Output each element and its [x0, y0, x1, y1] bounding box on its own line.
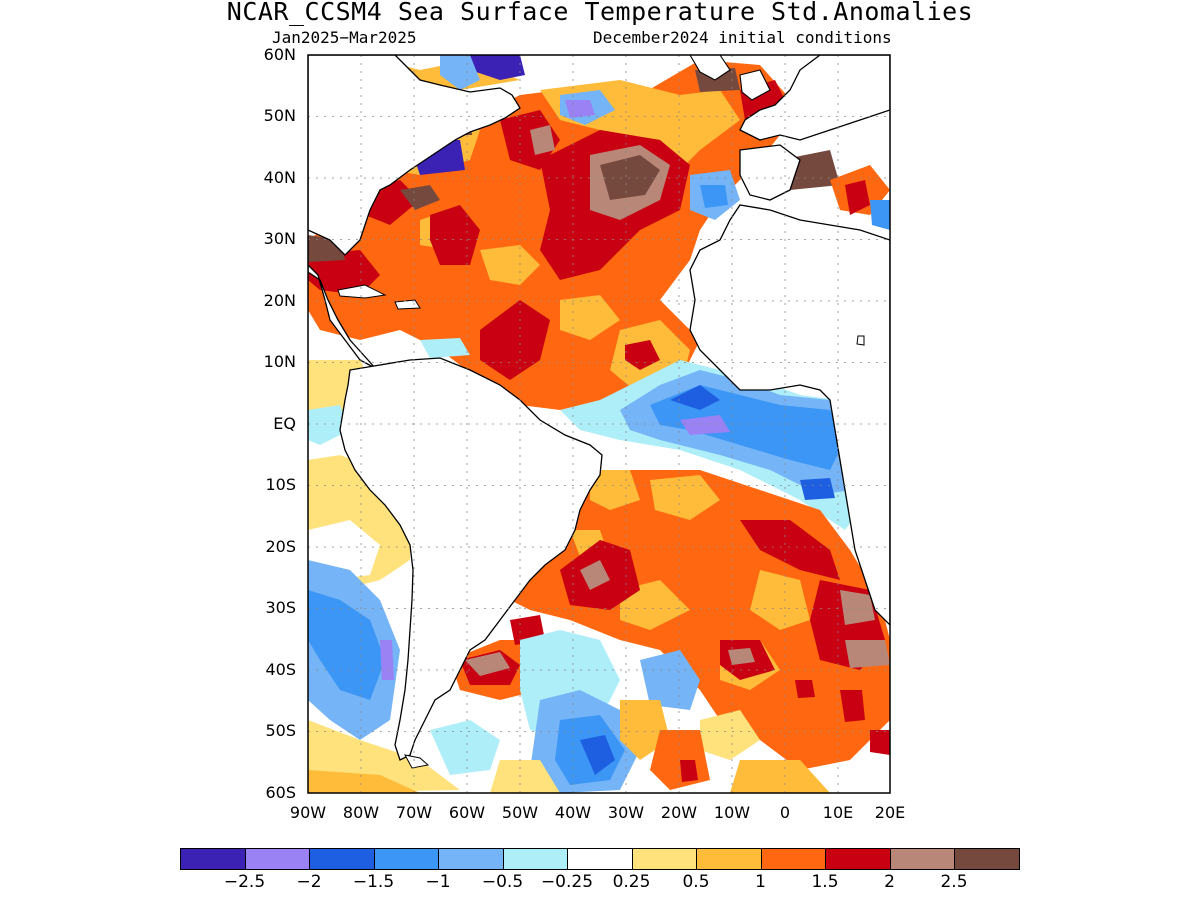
colorbar-swatch	[696, 848, 762, 870]
colorbar-label: 0.5	[682, 872, 710, 892]
lon-label: 40W	[554, 803, 592, 822]
colorbar-label: 1.5	[811, 872, 839, 892]
colorbar-label: 1	[755, 872, 766, 892]
lat-label: 10N	[263, 352, 296, 371]
lat-label: 30S	[265, 598, 296, 617]
initial-conditions: December2024 initial conditions	[593, 28, 892, 47]
map-frame	[307, 54, 891, 794]
lon-label: 10E	[822, 803, 854, 822]
lon-label: 70W	[395, 803, 433, 822]
colorbar-label: 2	[884, 872, 895, 892]
lon-label: 10W	[713, 803, 751, 822]
colorbar-swatch	[760, 848, 826, 870]
lon-label: 60W	[448, 803, 486, 822]
lon-label: 20W	[660, 803, 698, 822]
colorbar-swatch	[180, 848, 246, 870]
colorbar-label: −1.5	[352, 872, 395, 892]
lat-label: EQ	[273, 414, 296, 433]
central-america-land	[308, 264, 376, 369]
lat-label: 50S	[265, 721, 296, 740]
colorbar-label: −0.25	[540, 872, 594, 892]
lat-label: 40S	[265, 660, 296, 679]
colorbar-label: 0.25	[612, 872, 651, 892]
lat-label: 30N	[263, 229, 296, 248]
colorbar-swatch	[244, 848, 310, 870]
lon-label: 30W	[607, 803, 645, 822]
lat-label: 10S	[265, 475, 296, 494]
colorbar-swatch	[631, 848, 697, 870]
colorbar-label: −1	[425, 872, 451, 892]
colorbar-label: 2.5	[940, 872, 968, 892]
colorbar-swatch	[502, 848, 568, 870]
africa-land	[689, 204, 890, 626]
lon-label: 20E	[874, 803, 906, 822]
grid-lines	[308, 55, 890, 793]
lat-label: 60S	[265, 783, 296, 802]
colorbar-label: −2.5	[223, 872, 266, 892]
colorbar-swatch	[825, 848, 891, 870]
anomaly-field	[308, 55, 890, 793]
colorbar-swatch	[309, 848, 375, 870]
colorbar-swatch	[954, 848, 1020, 870]
lat-label: 40N	[263, 168, 296, 187]
forecast-period: Jan2025−Mar2025	[272, 28, 417, 47]
lat-label: 20N	[263, 291, 296, 310]
lon-label: 50W	[501, 803, 539, 822]
colorbar-label: −0.5	[481, 872, 524, 892]
lat-label: 50N	[263, 106, 296, 125]
colorbar-label: −2	[296, 872, 322, 892]
lat-label: 60N	[263, 45, 296, 64]
colorbar-swatch	[373, 848, 439, 870]
colorbar-swatch	[567, 848, 633, 870]
lat-label: 20S	[265, 537, 296, 556]
colorbar-swatch	[438, 848, 504, 870]
lon-label: 0	[779, 803, 791, 822]
lon-label: 90W	[289, 803, 327, 822]
map-title: NCAR_CCSM4 Sea Surface Temperature Std.A…	[226, 0, 974, 26]
south-america-land	[339, 357, 603, 761]
lon-label: 80W	[342, 803, 380, 822]
colorbar-swatch	[889, 848, 955, 870]
europe-land	[739, 55, 890, 141]
